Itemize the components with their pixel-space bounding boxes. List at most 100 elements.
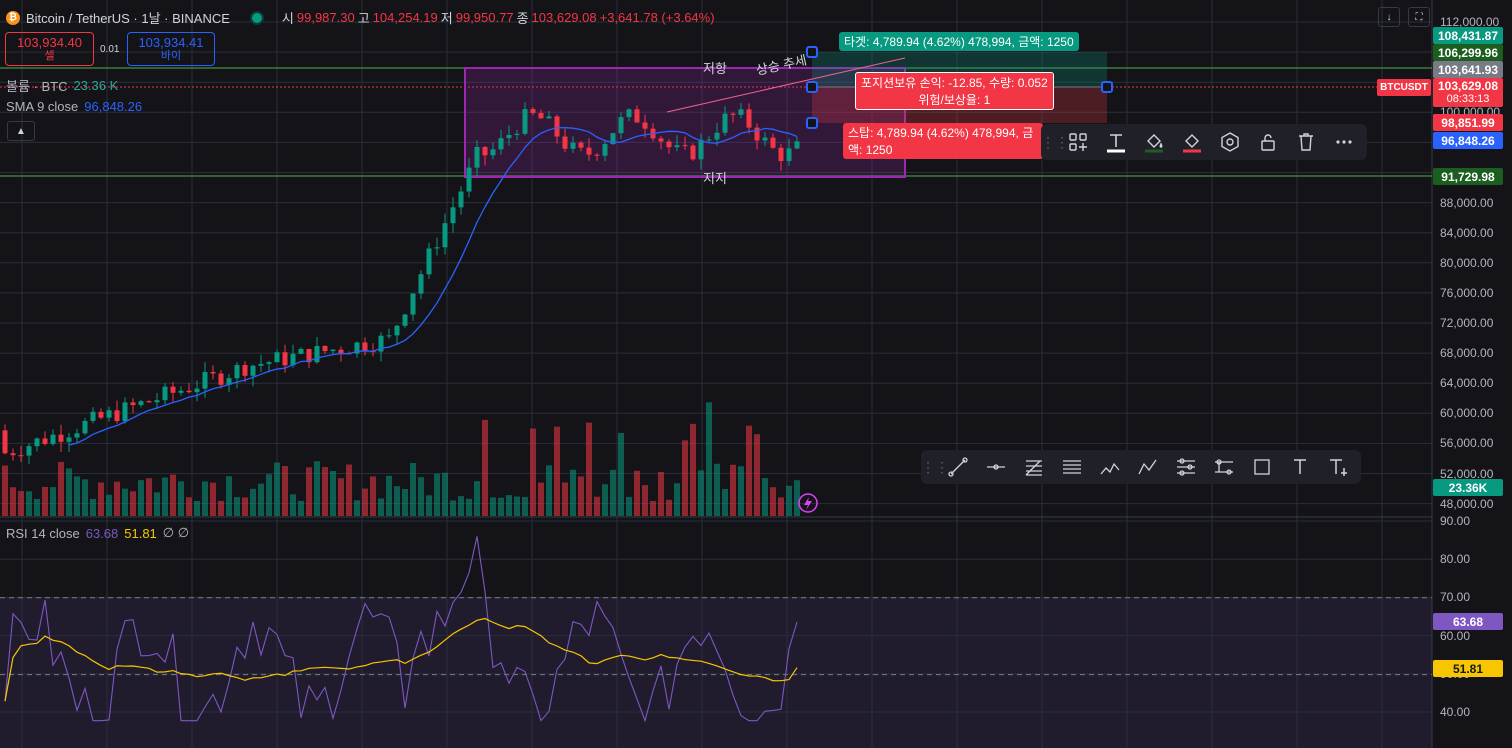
anchored-text-button[interactable]	[1319, 451, 1357, 483]
position-pnl: 포지션보유 손익: -12.85, 수량: 0.052	[861, 76, 1048, 90]
sma-legend[interactable]: SMA 9 close 96,848.26	[6, 99, 142, 114]
border-color-button[interactable]	[1173, 126, 1211, 158]
candle-body	[226, 378, 232, 385]
candle-body	[690, 145, 696, 160]
resistance-price-tag: 106,299.96	[1433, 44, 1503, 61]
sell-button[interactable]: 103,934.40 셀	[5, 32, 94, 66]
rsi-axis-tick: 90.00	[1440, 514, 1471, 528]
delete-button[interactable]	[1287, 126, 1325, 158]
last-price-grey-tag: 103,641.93	[1433, 61, 1503, 78]
candle-body	[666, 141, 672, 148]
volume-bar	[266, 474, 272, 516]
text-color-button[interactable]	[1097, 126, 1135, 158]
resistance-label[interactable]: 저항	[703, 61, 727, 76]
volume-bar	[594, 496, 600, 516]
horizontal-ray-icon	[987, 464, 1005, 470]
volume-bar	[738, 466, 744, 516]
volume-legend[interactable]: 볼륨 · BTC 23.36 K	[6, 76, 118, 95]
volume-bar	[2, 465, 8, 516]
volume-bar	[490, 497, 496, 516]
candle-body	[506, 134, 512, 139]
candle-body	[314, 345, 320, 363]
candle-body	[610, 133, 616, 145]
settings-button[interactable]	[1211, 126, 1249, 158]
rsi-legend[interactable]: RSI 14 close 63.68 51.81 ∅ ∅	[6, 525, 189, 541]
drag-handle[interactable]	[806, 81, 818, 93]
price-axis-tick: 56,000.00	[1440, 436, 1494, 451]
volume-bar	[378, 498, 384, 516]
buy-button[interactable]: 103,934.41 바이	[127, 32, 215, 66]
volume-bar	[562, 482, 568, 516]
elliott-wave-button[interactable]	[1091, 451, 1129, 483]
drag-handle-icon[interactable]: ⋮⋮	[921, 458, 949, 475]
candle-body	[482, 146, 488, 156]
candle-body	[722, 113, 728, 133]
object-tree-button[interactable]	[1059, 126, 1097, 158]
drag-handle-icon[interactable]: ⋮⋮	[1041, 133, 1069, 150]
sma-legend-value: 96,848.26	[84, 99, 143, 114]
fib-retracement-button[interactable]	[1015, 451, 1053, 483]
market-status-icon[interactable]	[249, 10, 264, 25]
price-axis-tick: 112,000.00	[1440, 15, 1500, 29]
volume-bar	[26, 491, 32, 516]
candle-body	[258, 363, 264, 366]
volume-bar	[98, 482, 104, 516]
volume-bar	[34, 498, 40, 516]
volume-bar	[770, 487, 776, 516]
candle-body	[786, 148, 792, 162]
volume-bar	[778, 497, 784, 516]
rsi-axis-tick: 40.00	[1440, 705, 1471, 719]
horizontal-ray-button[interactable]	[977, 451, 1015, 483]
support-label[interactable]: 지지	[703, 171, 727, 186]
collapse-legend-button[interactable]: ▲	[7, 121, 35, 141]
scroll-down-icon[interactable]: ↓	[1378, 7, 1400, 27]
rectangle-button[interactable]	[1243, 451, 1281, 483]
stop-label[interactable]: 스탑: 4,789.94 (4.62%) 478,994, 금액: 1250	[843, 123, 1043, 159]
buy-price: 103,934.41	[138, 35, 204, 50]
symbol-title[interactable]: Bitcoin / TetherUS · 1날 · BINANCE	[26, 11, 230, 26]
text-tool-button[interactable]	[1281, 451, 1319, 483]
chevron-up-icon: ▲	[16, 125, 26, 137]
volume-bar	[722, 488, 728, 516]
fullscreen-icon[interactable]: ⛶	[1408, 7, 1430, 27]
candle-body	[338, 349, 344, 354]
candle-body	[306, 349, 312, 363]
candle-body	[658, 138, 664, 142]
sell-label: 셀	[44, 50, 55, 62]
lock-button[interactable]	[1249, 126, 1287, 158]
volume-bar	[530, 428, 536, 516]
parallel-channel-icon	[1063, 460, 1081, 474]
rsi-tag: 63.68	[1433, 613, 1503, 630]
volume-bar	[578, 476, 584, 516]
fill-color-button[interactable]	[1135, 126, 1173, 158]
pitchfork-button[interactable]	[1205, 451, 1243, 483]
drag-handle[interactable]	[1101, 81, 1113, 93]
rsi-line	[4, 536, 798, 723]
volume-bar	[450, 500, 456, 516]
drag-handle[interactable]	[806, 117, 818, 129]
candle-body	[42, 438, 48, 444]
trend-line-button[interactable]	[939, 451, 977, 483]
fib-extension-button[interactable]	[1167, 451, 1205, 483]
volume-bar	[250, 488, 256, 516]
volume-bar	[218, 500, 224, 516]
volume-bar	[138, 480, 144, 516]
price-axis-tick: 76,000.00	[1440, 285, 1494, 300]
volume-bar	[114, 481, 120, 516]
volume-bar	[418, 477, 424, 516]
position-risk-reward: 위험/보상율: 1	[918, 93, 991, 107]
candle-body	[98, 411, 104, 418]
rsi-ma-line	[4, 617, 798, 702]
object-tree-icon	[1069, 133, 1087, 151]
more-button[interactable]	[1325, 126, 1363, 158]
candle-body	[282, 352, 288, 366]
buy-label: 바이	[160, 50, 182, 62]
target-label[interactable]: 타겟: 4,789.94 (4.62%) 478,994, 금액: 1250	[839, 32, 1079, 51]
abcd-pattern-button[interactable]	[1129, 451, 1167, 483]
volume-bar	[666, 499, 672, 516]
position-info[interactable]: 포지션보유 손익: -12.85, 수량: 0.052 위험/보상율: 1	[855, 72, 1054, 110]
drag-handle[interactable]	[806, 46, 818, 58]
volume-bar	[634, 470, 640, 516]
parallel-channel-button[interactable]	[1053, 451, 1091, 483]
